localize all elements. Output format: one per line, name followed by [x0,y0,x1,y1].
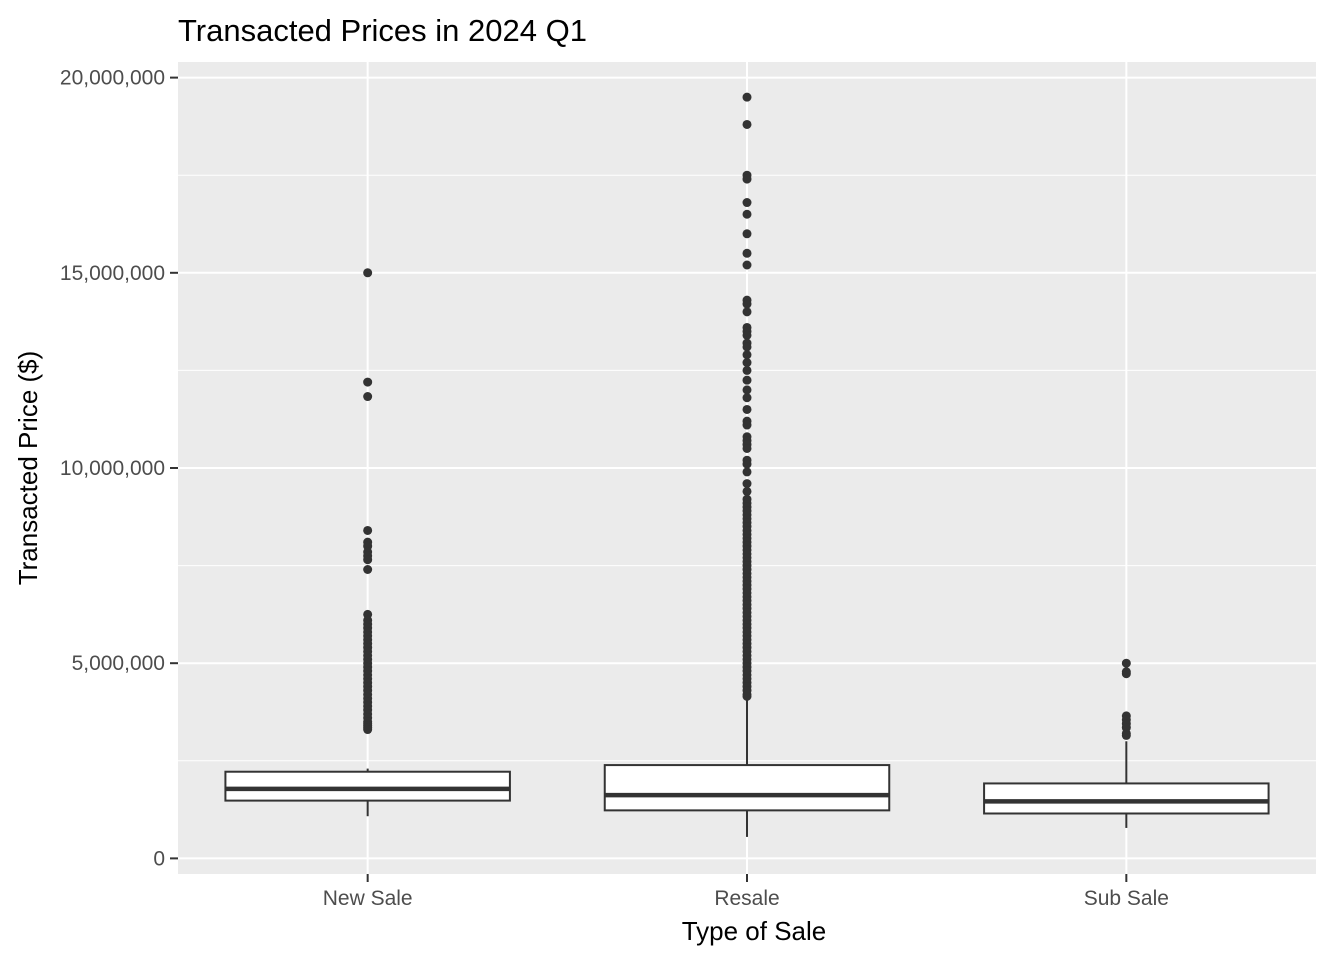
iqr-box [224,770,511,802]
box-new-sale [224,268,511,817]
outlier-point [742,479,752,489]
outlier-point [1121,730,1131,740]
x-tick-label: New Sale [323,887,413,910]
x-axis: New Sale Resale Sub Sale [323,874,1169,910]
outlier-point [742,342,752,352]
outlier-point [1121,658,1131,668]
outlier-point [742,174,752,184]
outlier-point [742,248,752,258]
outlier-point [742,307,752,317]
outlier-point [742,350,752,360]
outlier-point [742,385,752,395]
outlier-point [363,392,373,402]
outlier-point [363,268,373,278]
box-sub-sale [983,658,1270,828]
outlier-point [363,525,373,535]
x-tick-label: Sub Sale [1084,887,1169,910]
outlier-point [742,119,752,129]
outlier-point [742,365,752,375]
y-axis: 0 5,000,000 10,000,000 15,000,000 20,000,000 [60,67,178,870]
y-axis-title: Transacted Price ($) [13,351,43,586]
outlier-point [742,198,752,208]
outlier-point [742,691,752,701]
outlier-point [742,420,752,430]
y-tick-label: 20,000,000 [60,67,165,90]
outlier-point [742,404,752,414]
boxes [224,92,1270,837]
y-tick-label: 5,000,000 [72,652,165,675]
outlier-point [742,443,752,453]
iqr-box [603,764,891,812]
outlier-point [742,92,752,102]
chart-title: Transacted Prices in 2024 Q1 [178,13,587,48]
outlier-point [742,486,752,496]
outlier-point [742,467,752,477]
outlier-point [363,377,373,387]
iqr-box [983,782,1270,815]
box-resale [603,92,891,837]
y-tick-label: 10,000,000 [60,457,165,480]
outlier-point [363,565,373,574]
outlier-point [363,725,373,735]
outlier-point [742,330,752,340]
outlier-point [742,358,752,368]
y-tick-label: 15,000,000 [60,262,165,285]
outlier-point [1121,669,1131,679]
x-tick-label: Resale [714,887,779,910]
outlier-point [742,393,752,403]
x-axis-title: Type of Sale [682,916,827,946]
outlier-point [742,299,752,309]
outlier-point [742,229,752,239]
outlier-point [742,209,752,219]
y-tick-label: 0 [153,847,165,870]
outlier-point [363,555,373,565]
outlier-point [742,459,752,469]
outlier-point [742,375,752,385]
outlier-point [742,260,752,270]
